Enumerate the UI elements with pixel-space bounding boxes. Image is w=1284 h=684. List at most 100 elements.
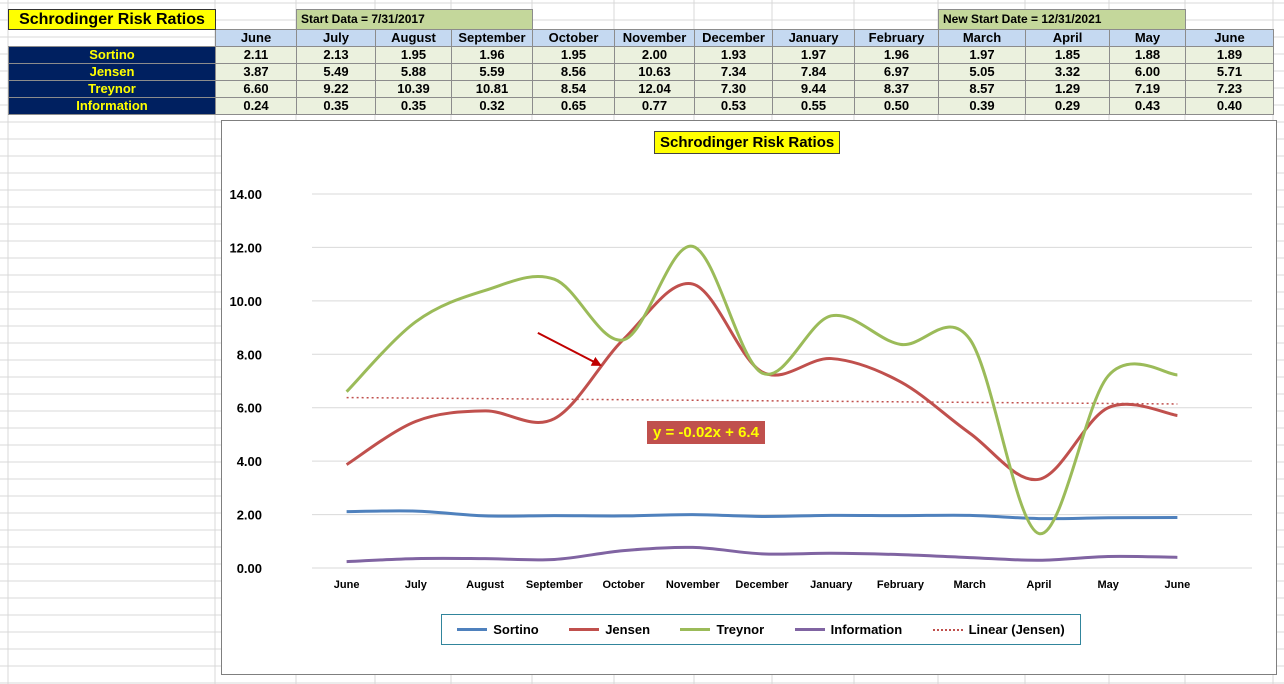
cell-value[interactable]: 6.60: [215, 80, 297, 98]
cell-value[interactable]: 1.93: [694, 46, 773, 64]
x-tick-label: September: [526, 579, 584, 591]
cell-value[interactable]: 1.89: [1185, 46, 1274, 64]
cell-value[interactable]: 0.40: [1185, 97, 1274, 115]
row-label-jensen[interactable]: Jensen: [8, 63, 216, 81]
cell-value[interactable]: 10.39: [375, 80, 452, 98]
cell-value[interactable]: 5.88: [375, 63, 452, 81]
cell-value[interactable]: 1.85: [1025, 46, 1110, 64]
month-header-9[interactable]: March: [938, 29, 1026, 47]
legend-swatch: [932, 628, 963, 631]
series-line-information[interactable]: [346, 545, 1178, 564]
line-chart: 0.00 2.00 4.00 6.00 8.00 10.00 12.00 14.00 June J…: [222, 121, 1276, 674]
cell-value[interactable]: 7.34: [694, 63, 773, 81]
month-header-3[interactable]: September: [451, 29, 533, 47]
month-header-5[interactable]: November: [614, 29, 695, 47]
cell-value[interactable]: 8.37: [854, 80, 939, 98]
cell-value[interactable]: 2.11: [215, 46, 297, 64]
x-tick-label: April: [1026, 579, 1051, 591]
month-header-8[interactable]: February: [854, 29, 939, 47]
cell-value[interactable]: 0.35: [375, 97, 452, 115]
cell-value[interactable]: 6.00: [1109, 63, 1186, 81]
cell-value[interactable]: 6.97: [854, 63, 939, 81]
new-start-date-note[interactable]: New Start Date = 12/31/2021: [938, 9, 1186, 30]
cell-value[interactable]: 0.50: [854, 97, 939, 115]
cell-value[interactable]: 2.13: [296, 46, 376, 64]
cell-value[interactable]: 3.32: [1025, 63, 1110, 81]
cell-value[interactable]: 5.71: [1185, 63, 1274, 81]
y-tick-label: 2.00: [237, 508, 262, 523]
legend-item-linear-jensen[interactable]: Linear (Jensen): [932, 622, 1065, 637]
y-tick-label: 8.00: [237, 347, 262, 362]
cell-value[interactable]: 10.63: [614, 63, 695, 81]
cell-value[interactable]: 1.95: [532, 46, 615, 64]
cell-value[interactable]: 0.65: [532, 97, 615, 115]
cell-value[interactable]: 0.43: [1109, 97, 1186, 115]
x-tick-label: November: [666, 579, 721, 591]
cell-value[interactable]: 12.04: [614, 80, 695, 98]
legend-item-information[interactable]: Information: [794, 622, 902, 637]
cell-value[interactable]: 0.77: [614, 97, 695, 115]
cell-value[interactable]: 0.35: [296, 97, 376, 115]
cell-value[interactable]: 0.29: [1025, 97, 1110, 115]
cell-value[interactable]: 1.97: [938, 46, 1026, 64]
y-tick-label: 4.00: [237, 454, 262, 469]
chart-area[interactable]: 0.00 2.00 4.00 6.00 8.00 10.00 12.00 14.00 June J…: [221, 120, 1277, 675]
cell-value[interactable]: 5.05: [938, 63, 1026, 81]
month-header-12[interactable]: June: [1185, 29, 1274, 47]
cell-value[interactable]: 7.19: [1109, 80, 1186, 98]
row-label-sortino[interactable]: Sortino: [8, 46, 216, 64]
legend-label: Treynor: [716, 622, 765, 637]
cell-value[interactable]: 5.49: [296, 63, 376, 81]
month-header-11[interactable]: May: [1109, 29, 1186, 47]
sheet-title[interactable]: Schrodinger Risk Ratios: [8, 9, 216, 30]
month-header-2[interactable]: August: [375, 29, 452, 47]
month-header-1[interactable]: July: [296, 29, 376, 47]
cell-value[interactable]: 10.81: [451, 80, 533, 98]
month-header-10[interactable]: April: [1025, 29, 1110, 47]
y-tick-label: 12.00: [229, 240, 262, 255]
cell-value[interactable]: 1.96: [854, 46, 939, 64]
month-header-0[interactable]: June: [215, 29, 297, 47]
cell-value[interactable]: 1.96: [451, 46, 533, 64]
cell-value[interactable]: 2.00: [614, 46, 695, 64]
cell-value[interactable]: 3.87: [215, 63, 297, 81]
legend-label: Jensen: [605, 622, 651, 637]
row-label-information[interactable]: Information: [8, 97, 216, 115]
cell-value[interactable]: 1.88: [1109, 46, 1186, 64]
cell-value[interactable]: 0.39: [938, 97, 1026, 115]
month-header-6[interactable]: December: [694, 29, 773, 47]
legend-item-sortino[interactable]: Sortino: [457, 622, 539, 637]
x-tick-label: June: [334, 579, 360, 591]
cell-value[interactable]: 8.56: [532, 63, 615, 81]
cell-value[interactable]: 1.97: [772, 46, 855, 64]
legend-item-treynor[interactable]: Treynor: [680, 622, 764, 637]
cell-value[interactable]: 7.23: [1185, 80, 1274, 98]
series-line-treynor[interactable]: [345, 244, 1178, 536]
y-tick-label: 10.00: [229, 294, 262, 309]
cell-value[interactable]: 0.53: [694, 97, 773, 115]
series-line-sortino[interactable]: [346, 509, 1178, 521]
cell-value[interactable]: 7.30: [694, 80, 773, 98]
cell-value[interactable]: 0.24: [215, 97, 297, 115]
cell-value[interactable]: 9.22: [296, 80, 376, 98]
month-header-4[interactable]: October: [532, 29, 615, 47]
month-header-7[interactable]: January: [772, 29, 855, 47]
cell-value[interactable]: 1.29: [1025, 80, 1110, 98]
cell-value[interactable]: 1.95: [375, 46, 452, 64]
row-label-treynor[interactable]: Treynor: [8, 80, 216, 98]
cell-value[interactable]: 0.55: [772, 97, 855, 115]
table-row: Sortino 2.11 2.13 1.95 1.96 1.95 2.00 1.93 1.97 1…: [8, 46, 1274, 64]
cell-value[interactable]: 8.57: [938, 80, 1026, 98]
x-tick-label: December: [735, 579, 789, 591]
trendline-jensen: [346, 396, 1178, 405]
cell-value[interactable]: 8.54: [532, 80, 615, 98]
legend-item-jensen[interactable]: Jensen: [569, 622, 650, 637]
cell-value[interactable]: 9.44: [772, 80, 855, 98]
legend-swatch: [569, 628, 600, 631]
cell-value[interactable]: 7.84: [772, 63, 855, 81]
cell-value[interactable]: 5.59: [451, 63, 533, 81]
chart-legend[interactable]: Sortino Jensen Treynor Information Linear (J…: [441, 614, 1081, 645]
cell-value[interactable]: 0.32: [451, 97, 533, 115]
start-date-note[interactable]: Start Data = 7/31/2017: [296, 9, 533, 30]
x-tick-label: July: [405, 579, 428, 591]
